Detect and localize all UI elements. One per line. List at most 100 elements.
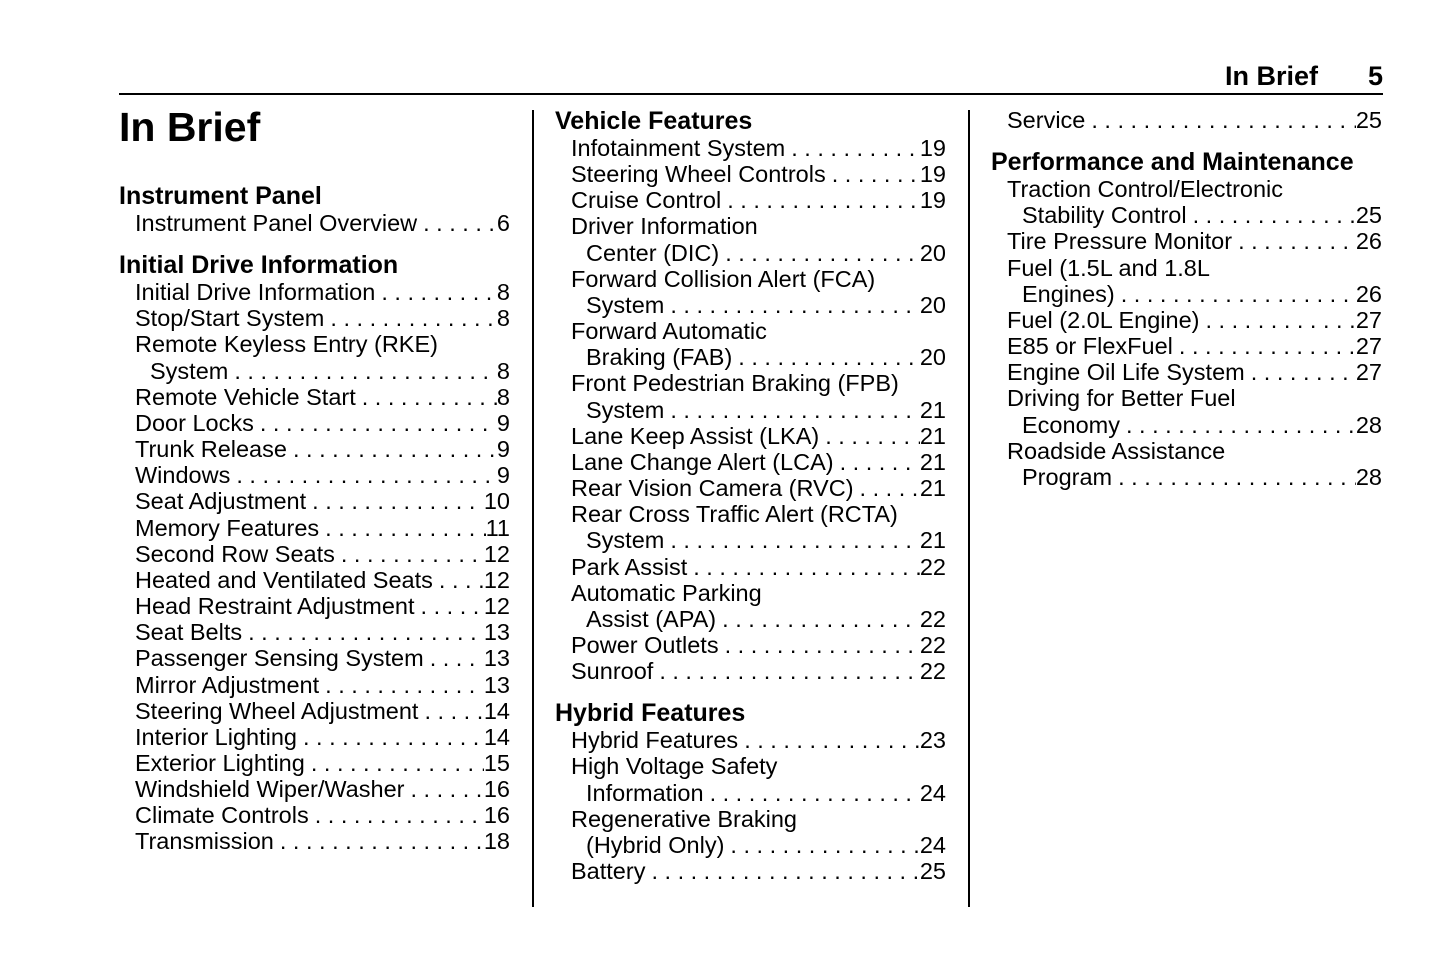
toc-entry[interactable]: Power Outlets 22	[555, 632, 946, 658]
toc-entry-text: Driver Information	[571, 213, 758, 240]
toc-page-number: 24	[919, 779, 946, 806]
toc-entry[interactable]: Service 25	[991, 107, 1382, 133]
toc-entry[interactable]: Traction Control/Electronic Stability Con…	[991, 176, 1382, 228]
toc-entry[interactable]: Lane Change Alert (LCA) 21	[555, 449, 946, 475]
toc-entry[interactable]: Stop/Start System 8	[119, 305, 510, 331]
dot-leader	[287, 436, 497, 462]
toc-entry-text: Instrument Panel Overview	[135, 210, 418, 236]
toc-entry[interactable]: Second Row Seats 12	[119, 541, 510, 567]
toc-entry[interactable]: Steering Wheel Controls 19	[555, 161, 946, 187]
toc-page-number: 26	[1355, 280, 1382, 307]
toc-entry[interactable]: Trunk Release 9	[119, 436, 510, 462]
toc-entry[interactable]: Door Locks 9	[119, 410, 510, 436]
toc-entry[interactable]: Cruise Control 19	[555, 187, 946, 213]
toc-entry[interactable]: Regenerative Braking(Hybrid Only) 24	[555, 806, 946, 858]
toc-entry-text: System	[586, 527, 665, 554]
toc-entry-line: Engines) 26	[991, 281, 1382, 307]
toc-entry[interactable]: Engine Oil Life System 27	[991, 359, 1382, 385]
toc-entry[interactable]: Seat Belts 13	[119, 619, 510, 645]
toc-entry[interactable]: Windshield Wiper/Washer 16	[119, 776, 510, 802]
toc-entry-text: Remote Vehicle Start	[135, 383, 356, 410]
toc-page-number: 22	[919, 605, 946, 632]
toc-entry[interactable]: Interior Lighting 14	[119, 724, 510, 750]
toc-entry[interactable]: E85 or FlexFuel 27	[991, 333, 1382, 359]
toc-entry-text: High Voltage Safety	[571, 753, 778, 780]
dot-leader	[1232, 228, 1356, 254]
dot-leader	[721, 187, 920, 213]
dot-leader	[309, 802, 484, 828]
toc-entry-text: Climate Controls	[135, 802, 309, 829]
dot-leader	[819, 423, 920, 449]
toc-entry[interactable]: Front Pedestrian Braking (FPB)System 21	[555, 370, 946, 422]
toc-entry-text: Second Row Seats	[135, 540, 335, 567]
toc-entry[interactable]: Rear Vision Camera (RVC) 21	[555, 475, 946, 501]
toc-page-number: 23	[919, 727, 946, 754]
toc-entry[interactable]: Climate Controls 16	[119, 802, 510, 828]
toc-entry[interactable]: Battery 25	[555, 858, 946, 884]
toc-entry[interactable]: Transmission 18	[119, 828, 510, 854]
toc-entry[interactable]: Tire Pressure Monitor 26	[991, 228, 1382, 254]
toc-entry[interactable]: Head Restraint Adjustment 12	[119, 593, 510, 619]
toc-entry[interactable]: Steering Wheel Adjustment 14	[119, 698, 510, 724]
toc-entry[interactable]: Rear Cross Traffic Alert (RCTA)System 21	[555, 501, 946, 553]
toc-entry[interactable]: Sunroof 22	[555, 658, 946, 684]
toc-entry[interactable]: Memory Features 11	[119, 515, 510, 541]
toc-entry-line: Steering Wheel Controls 19	[555, 161, 946, 187]
toc-entry-text: Fuel (2.0L Engine)	[1007, 306, 1200, 333]
toc-entry[interactable]: Forward Collision Alert (FCA)System 20	[555, 266, 946, 318]
toc-entry[interactable]: Heated and Ventilated Seats 12	[119, 567, 510, 593]
dot-leader	[719, 240, 920, 266]
toc-entry[interactable]: Exterior Lighting 15	[119, 750, 510, 776]
dot-leader	[319, 515, 485, 541]
toc-entry-text: System	[586, 291, 665, 318]
toc-entry[interactable]: Infotainment System 19	[555, 135, 946, 161]
toc-entry[interactable]: Seat Adjustment 10	[119, 488, 510, 514]
toc-entry[interactable]: Remote Keyless Entry (RKE)System 8	[119, 331, 510, 383]
section-heading: Hybrid Features	[555, 699, 746, 728]
toc-entry[interactable]: Remote Vehicle Start 8	[119, 384, 510, 410]
toc-entry[interactable]: Mirror Adjustment 13	[119, 672, 510, 698]
toc-entry-text: Assist (APA)	[586, 605, 717, 632]
toc-entry-text: Engine Oil Life System	[1007, 359, 1245, 386]
toc-page-number: 13	[483, 619, 510, 646]
toc-entry[interactable]: Hybrid Features 23	[555, 727, 946, 753]
toc-entry-text: Remote Keyless Entry (RKE)	[135, 331, 438, 358]
toc-entry-line: Forward Collision Alert (FCA)	[555, 266, 946, 292]
toc-entry-text: Front Pedestrian Braking (FPB)	[571, 370, 899, 397]
dot-leader	[645, 858, 919, 884]
dot-leader	[418, 698, 483, 724]
toc-entry[interactable]: Windows 9	[119, 462, 510, 488]
toc-entry[interactable]: Passenger Sensing System 13	[119, 645, 510, 671]
toc-entry-line: Park Assist 22	[555, 554, 946, 580]
toc-entry-text: Memory Features	[135, 514, 320, 541]
toc-entry-line: Forward Automatic	[555, 318, 946, 344]
toc-entry-line: System 20	[555, 292, 946, 318]
toc-page-number: 8	[496, 357, 510, 384]
toc-entry[interactable]: Fuel (2.0L Engine) 27	[991, 307, 1382, 333]
toc-entry-line: Lane Keep Assist (LKA) 21	[555, 423, 946, 449]
toc-entry[interactable]: Lane Keep Assist (LKA) 21	[555, 423, 946, 449]
toc-entry-line: Information 24	[555, 780, 946, 806]
toc-entry-line: Climate Controls 16	[119, 802, 510, 828]
toc-entry-line: Battery 25	[555, 858, 946, 884]
toc-entry-text: Steering Wheel Controls	[571, 161, 826, 188]
running-header-title: In Brief	[1224, 61, 1318, 91]
toc-entry-text: Passenger Sensing System	[135, 645, 424, 672]
toc-entry-text: Forward Automatic	[571, 318, 767, 345]
toc-entry-line: Center (DIC) 20	[555, 240, 946, 266]
toc-entry-line: E85 or FlexFuel 27	[991, 333, 1382, 359]
toc-entry[interactable]: Instrument Panel Overview 6	[119, 210, 510, 236]
toc-entry-line: Sunroof 22	[555, 658, 946, 684]
dot-leader	[228, 358, 497, 384]
dot-leader	[1120, 412, 1356, 438]
toc-entry[interactable]: Park Assist 22	[555, 554, 946, 580]
toc-entry-line: Windshield Wiper/Washer 16	[119, 776, 510, 802]
toc-entry[interactable]: Initial Drive Information 8	[119, 279, 510, 305]
